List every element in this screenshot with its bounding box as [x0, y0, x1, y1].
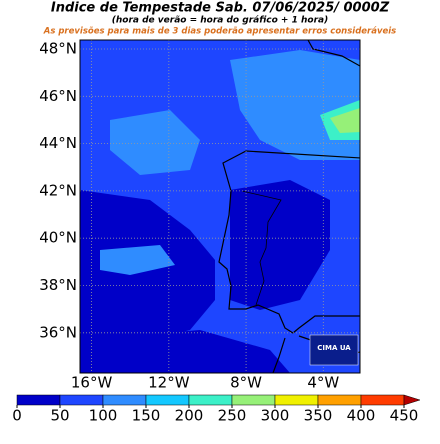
logo: CIMA UA: [317, 344, 351, 352]
field-mid: [100, 245, 175, 275]
colorbar-segment: [59, 394, 104, 406]
subtitle: (hora de verão = hora do gráfico + 1 hor…: [112, 16, 328, 26]
colorbar-segment: [317, 394, 362, 406]
colorbar-segment: [360, 394, 405, 406]
colorbar-label: 400: [347, 407, 376, 425]
warning: As previsões para mais de 3 dias poderão…: [43, 27, 397, 37]
lat-label: 44°N: [39, 134, 77, 152]
colorbar-extend: [403, 394, 421, 406]
field-low: [80, 330, 290, 373]
coast-france: [307, 40, 360, 67]
colorbar-label: 150: [132, 407, 161, 425]
colorbar-label: 200: [175, 407, 204, 425]
lat-label: 48°N: [39, 39, 77, 57]
colorbar-label: 100: [89, 407, 118, 425]
logo-box: [309, 334, 359, 366]
colorbar-label: 450: [390, 407, 419, 425]
colorbar-segment: [231, 394, 276, 406]
lon-label: 8°W: [230, 374, 262, 392]
field-low: [230, 180, 330, 310]
colorbar-label: 350: [304, 407, 333, 425]
lat-label: 46°N: [39, 87, 77, 105]
lat-label: 40°N: [39, 229, 77, 247]
colorbar-label: 250: [218, 407, 247, 425]
coast-iberia: [218, 150, 360, 334]
field-high: [330, 108, 360, 133]
colorbar-segment: [188, 394, 233, 406]
colorbar-label: 0: [12, 407, 22, 425]
lon-label: 16°W: [71, 374, 113, 392]
colorbar-segment: [16, 394, 61, 406]
colorbar-label: 300: [261, 407, 290, 425]
title: Indice de Tempestade Sab. 07/06/2025/ 00…: [51, 1, 390, 16]
lat-label: 42°N: [39, 181, 77, 199]
colorbar-segment: [145, 394, 190, 406]
lat-label: 36°N: [39, 323, 77, 341]
colorbar-segment: [274, 394, 319, 406]
lon-label: 4°W: [307, 374, 339, 392]
border: [241, 190, 282, 306]
colorbar-label: 50: [50, 407, 69, 425]
field-mid: [110, 110, 200, 175]
lon-label: 12°W: [148, 374, 190, 392]
coast-morocco: [272, 337, 286, 373]
map-field: CIMA UA: [80, 40, 360, 373]
lat-label: 38°N: [39, 276, 77, 294]
map-frame: [79, 39, 361, 374]
colorbar-segment: [102, 394, 147, 406]
